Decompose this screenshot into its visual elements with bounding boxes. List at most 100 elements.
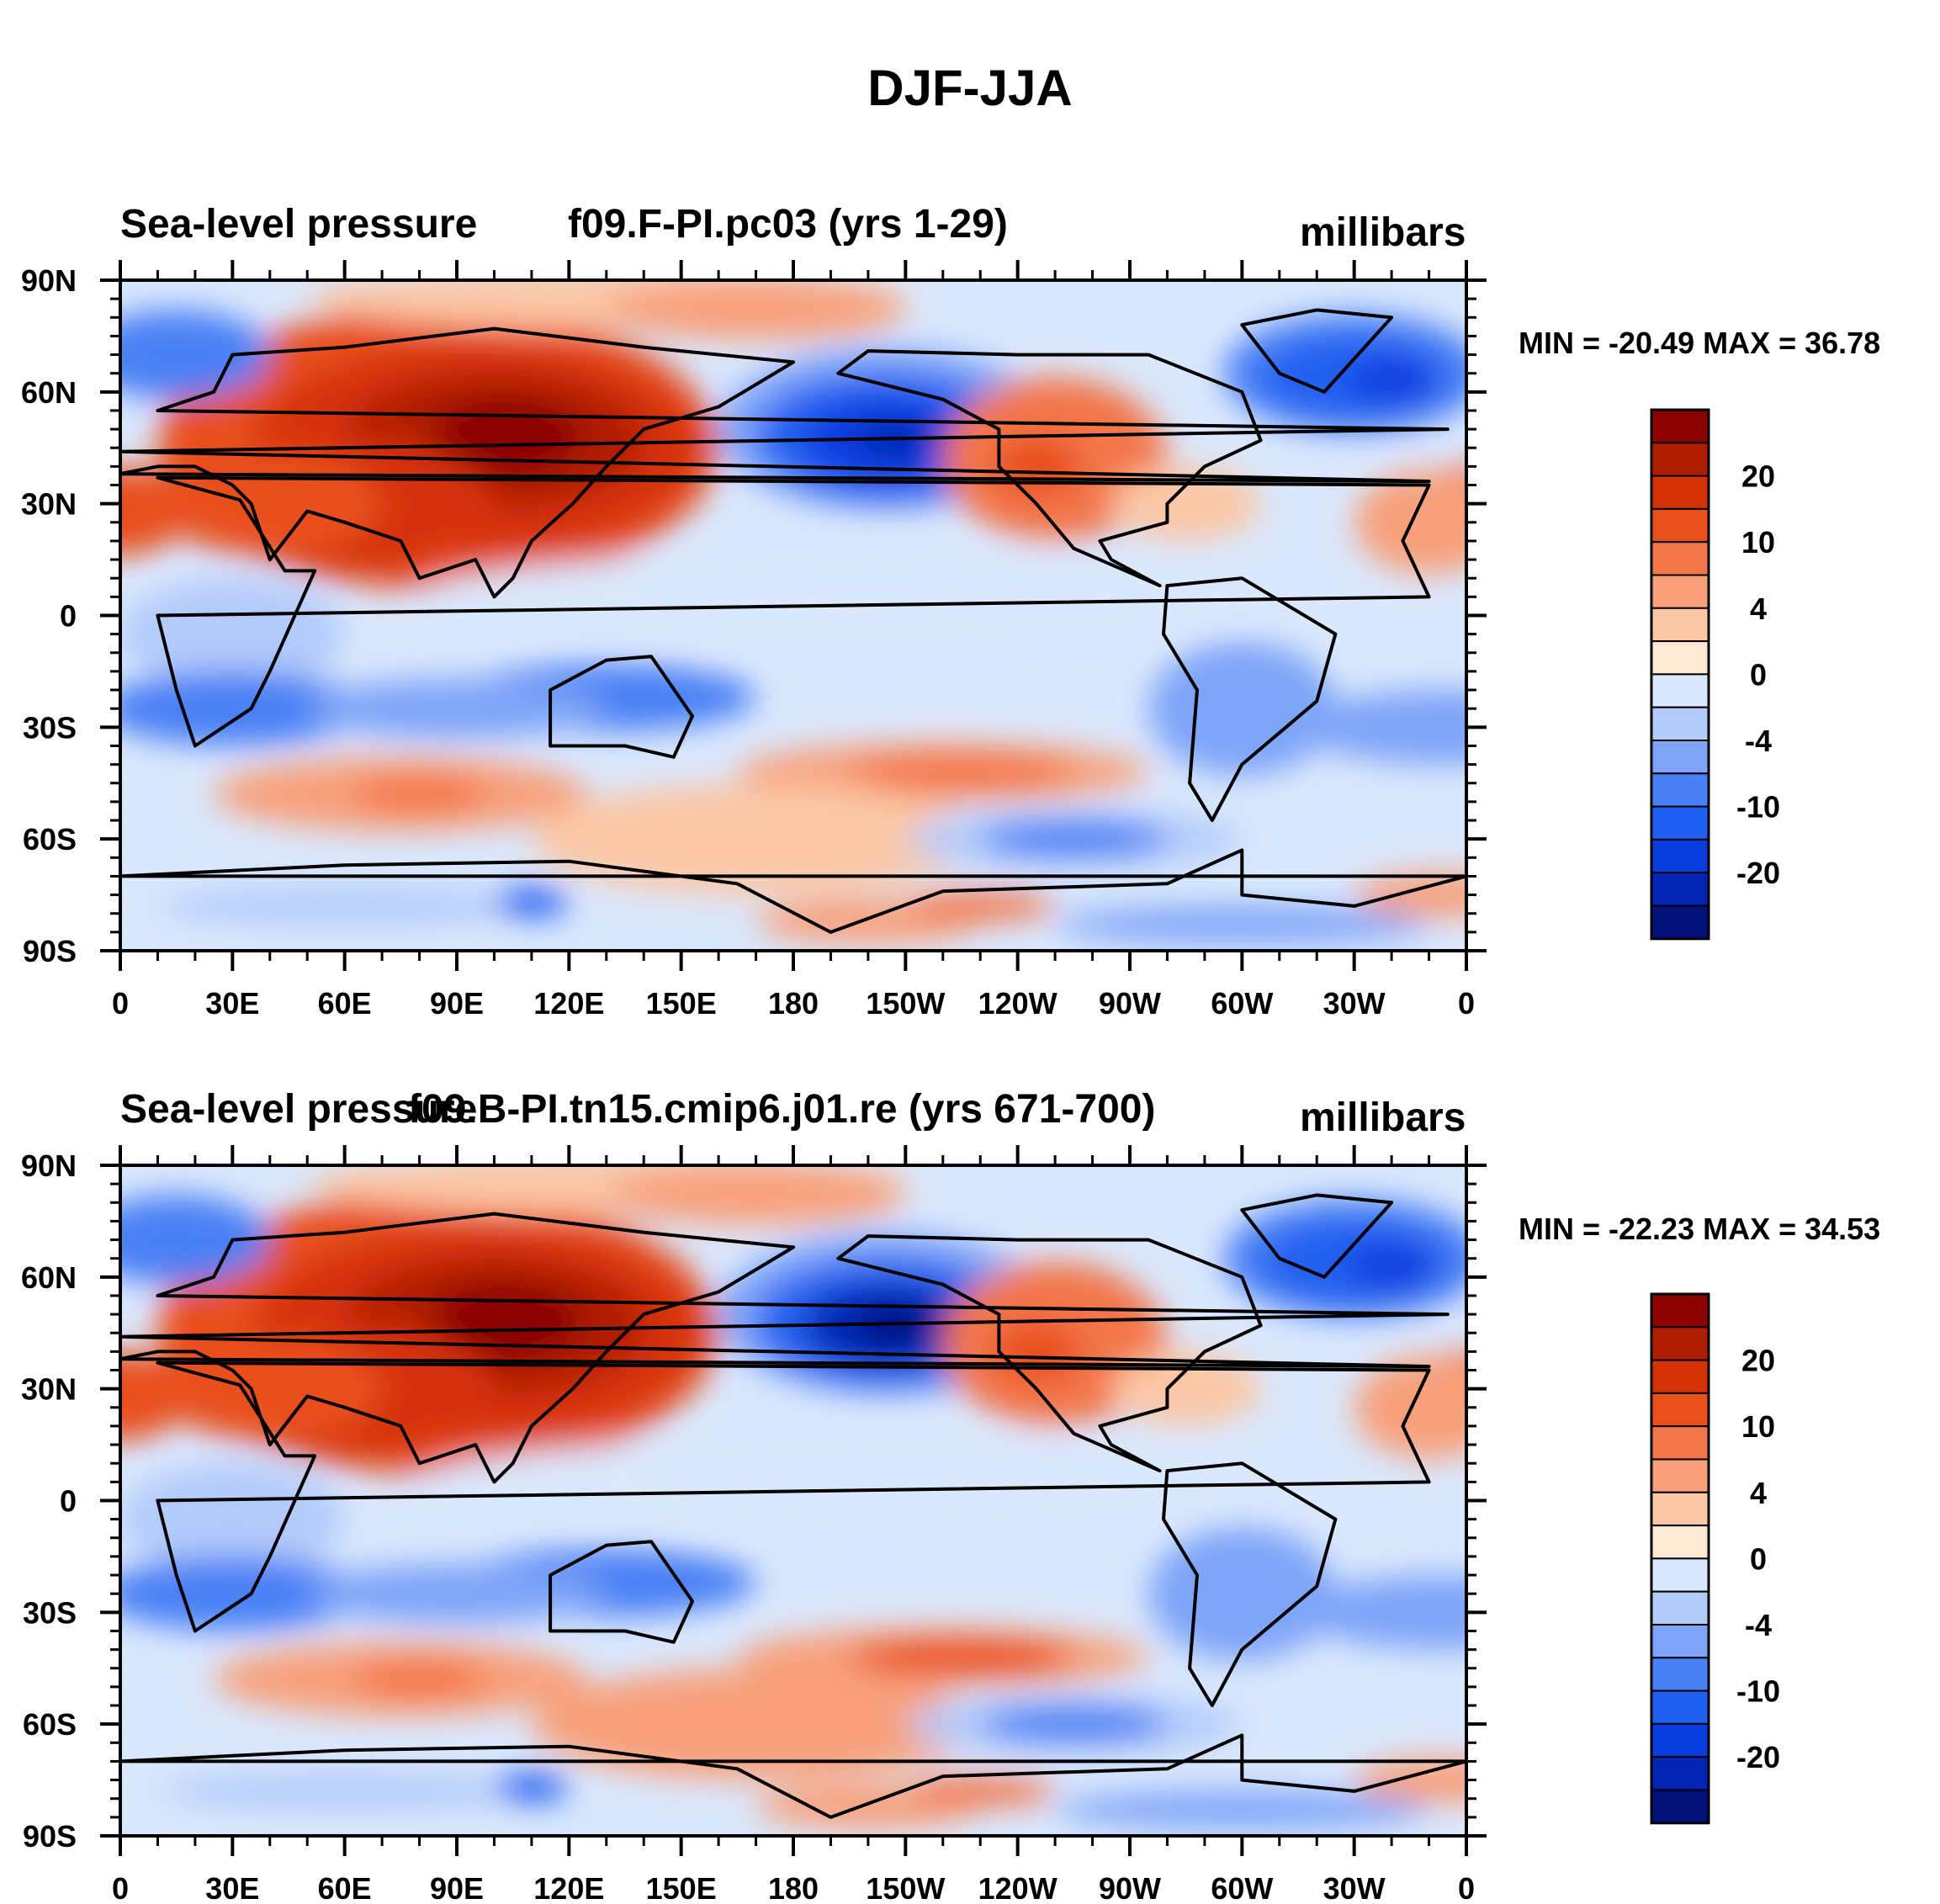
colorbar-label: -10 [1736, 790, 1780, 825]
contour-region [419, 1437, 1317, 1527]
coastline [156, 475, 1431, 748]
colorbar-label: -20 [1736, 856, 1780, 890]
contour-region [1055, 905, 1429, 944]
lat-label: 90S [23, 934, 77, 968]
lat-label: 90N [21, 263, 77, 298]
contour-region [1298, 690, 1466, 765]
contour-region [120, 466, 188, 556]
lon-label: 120E [533, 1871, 604, 1904]
colorbar-swatch [1651, 442, 1709, 477]
contour-region [307, 678, 607, 739]
contour-region [1148, 641, 1336, 776]
lon-label: 180 [768, 986, 819, 1021]
colorbar-swatch [1651, 1722, 1709, 1758]
lon-label: 30E [205, 1871, 259, 1904]
contour-region [1346, 1243, 1437, 1289]
coastline [836, 349, 1263, 588]
lat-label: 30N [21, 487, 77, 522]
colorbar-swatch [1651, 1425, 1709, 1461]
lat-label: 60S [23, 822, 77, 857]
lon-label: 90E [430, 1871, 484, 1904]
panel-2-min-max: MIN = -22.23 MAX = 34.53 [1519, 1212, 1881, 1246]
coastline [120, 1212, 1450, 1484]
colorbar-label: 4 [1750, 591, 1767, 626]
lat-label: 60S [23, 1707, 77, 1742]
panel-2-coastlines [120, 1193, 1466, 1819]
colorbar-frame [1650, 1292, 1710, 1825]
colorbar-label: -4 [1745, 1608, 1772, 1642]
contour-region [1354, 1758, 1466, 1803]
lon-label: 30W [1323, 986, 1386, 1021]
lon-label: 60W [1211, 1871, 1273, 1904]
contour-region [905, 1776, 1056, 1806]
colorbar-swatch [1651, 475, 1709, 510]
panel-1-axes: 90N 60N 30N 0 30S 60S 90S 0 30E 60E 90E 120E 150E 180… [21, 260, 1487, 1021]
contour-region [1346, 358, 1437, 404]
panel-2-contours [120, 1165, 1466, 1829]
colorbar-label: 10 [1741, 1409, 1775, 1444]
lon-label: 90W [1099, 986, 1161, 1021]
contour-region [856, 422, 932, 459]
coastline [120, 848, 1466, 934]
contour-region [980, 1705, 1168, 1743]
coastline [1240, 1193, 1394, 1279]
contour-region [531, 782, 981, 895]
panel-2-colorbar: 20 10 4 0 -4 -10 -20 [1650, 1292, 1780, 1825]
contour-region [1055, 1790, 1429, 1829]
colorbar-label: -10 [1736, 1674, 1780, 1709]
panel-2: 90N 60N 30N 0 30S 60S 90S 0 30E 60E 90E 120E 150E 180… [21, 1145, 1780, 1904]
colorbar-swatch [1651, 507, 1709, 544]
panel-1-center-title: f09.F-PI.pc03 (yrs 1-29) [568, 202, 1008, 247]
colorbar-swatch [1651, 1689, 1709, 1725]
lat-label: 90S [23, 1819, 77, 1854]
colorbar-swatch [1651, 1491, 1709, 1527]
colorbar-swatch [1651, 706, 1709, 742]
coastline [549, 655, 694, 759]
colorbar-swatch [1651, 1789, 1709, 1824]
colorbar-swatch [1651, 1756, 1709, 1791]
contour-region [157, 887, 532, 925]
lat-label: 30S [23, 710, 77, 745]
lon-label: 150E [646, 1871, 717, 1904]
panel-1: 90N 60N 30N 0 30S 60S 90S 0 30E 60E 90E 120E 150E 180… [21, 260, 1780, 1021]
colorbar-swatch [1651, 1624, 1709, 1659]
colorbar-swatch [1651, 1293, 1709, 1329]
colorbar-label: 20 [1741, 459, 1775, 494]
lon-label: 120W [978, 986, 1057, 1021]
lat-label: 30N [21, 1372, 77, 1407]
contour-region [430, 1284, 580, 1360]
colorbar-swatch [1651, 409, 1709, 444]
contour-region [120, 578, 345, 690]
panel-2-left-title: Sea-level pressure [120, 1087, 478, 1132]
lon-label: 30E [205, 986, 259, 1021]
contour-region [419, 552, 1317, 642]
panel-2-center-title: f09.B-PI.tn15.cmip6.j01.re (yrs 671-700) [408, 1087, 1156, 1132]
colorbar-swatch [1651, 1359, 1709, 1394]
colorbar-swatch [1651, 1326, 1709, 1361]
colorbar-swatch [1651, 607, 1709, 643]
lat-label: 60N [21, 1260, 77, 1295]
panel-1-units: millibars [1300, 210, 1466, 255]
lon-label: 150W [866, 986, 945, 1021]
coastline [549, 1540, 694, 1644]
colorbar-swatch [1651, 1657, 1709, 1692]
panel-1-left-title: Sea-level pressure [120, 202, 478, 247]
colorbar-swatch [1651, 541, 1709, 576]
colorbar-swatch [1651, 740, 1709, 775]
contour-region [606, 1165, 906, 1225]
colorbar-swatch [1651, 1525, 1709, 1560]
lon-label: 150E [646, 986, 717, 1021]
lat-label: 0 [60, 1484, 77, 1519]
lon-label: 0 [1458, 1871, 1475, 1904]
contour-region [849, 753, 1074, 791]
lon-label: 30W [1323, 1871, 1386, 1904]
lon-label: 120E [533, 986, 604, 1021]
colorbar-swatch [1651, 1590, 1709, 1626]
lon-label: 0 [1458, 986, 1475, 1021]
contour-region [494, 887, 570, 918]
contour-region [352, 1660, 487, 1699]
colorbar-label: 4 [1750, 1476, 1767, 1510]
contour-region [120, 671, 363, 746]
coastline [836, 1234, 1263, 1473]
